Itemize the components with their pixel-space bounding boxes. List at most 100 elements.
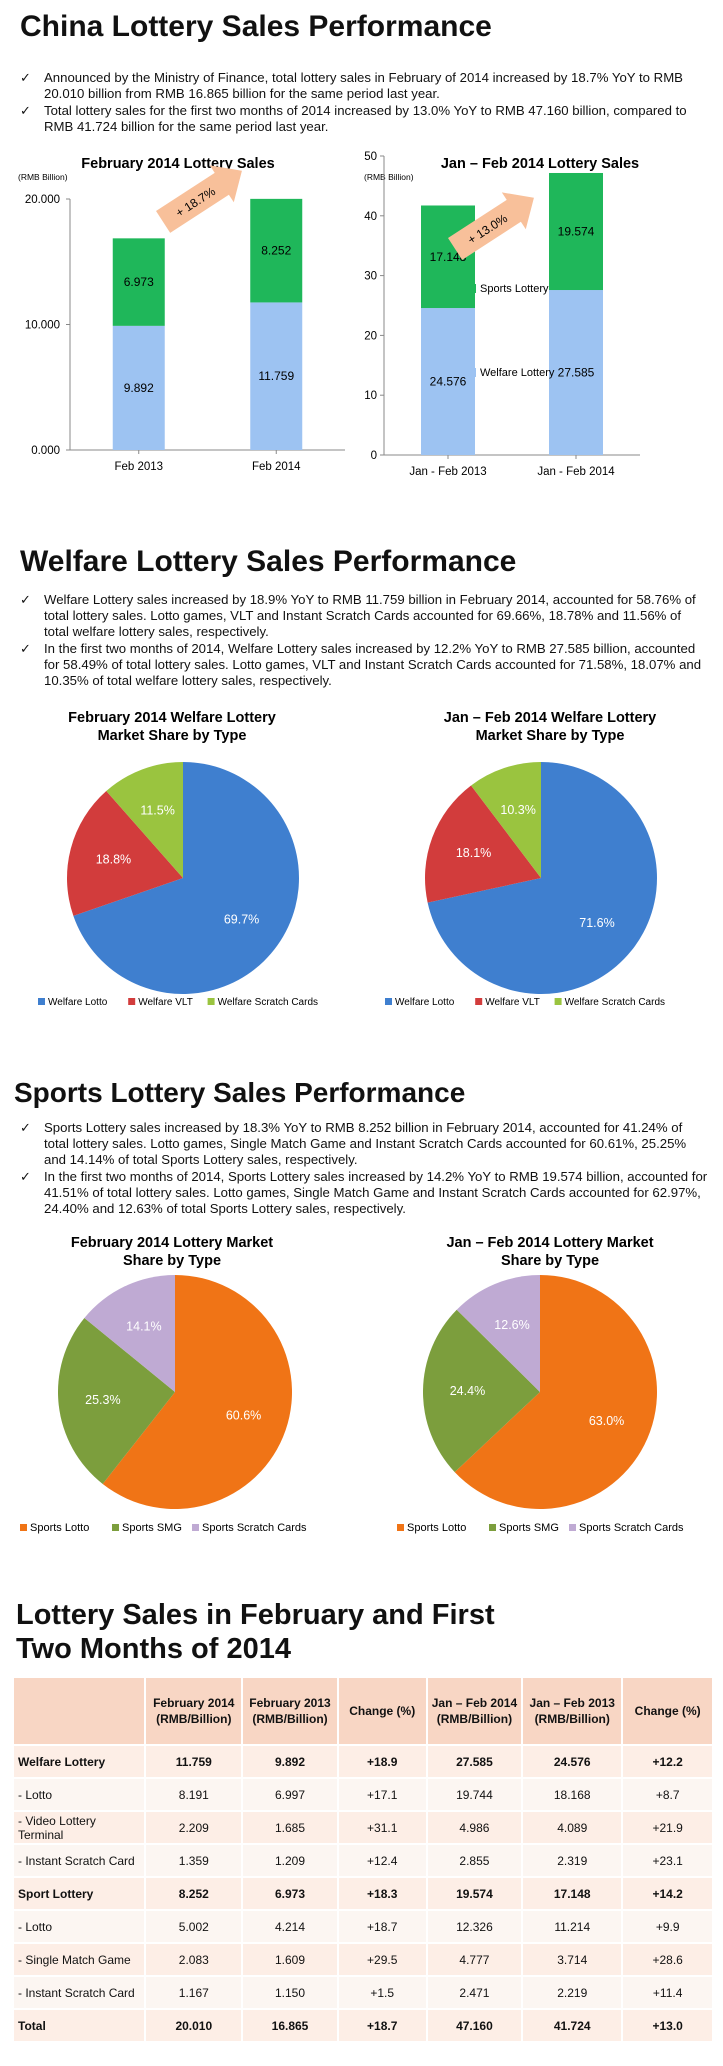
- legend-entry: Welfare Lotto: [395, 997, 455, 1008]
- table-cell: - Lotto: [11, 1910, 146, 1944]
- pie-slice-welfare-vlt: [425, 785, 541, 903]
- pie-data-label: 63.0%: [589, 1414, 624, 1428]
- table-header-cell: Change (%): [621, 1678, 712, 1746]
- pie-data-label: 10.3%: [500, 803, 535, 817]
- pie-slice-welfare-lotto: [427, 762, 657, 994]
- chart-title: February 2014 Welfare Lottery: [68, 710, 276, 726]
- bar-welfare-lottery: [421, 308, 475, 455]
- bar-welfare-lottery: [549, 290, 603, 455]
- pie-slice-sports-lotto: [454, 1275, 657, 1509]
- table-row: - Single Match Game 2.083 1.609 +29.5 4.777 3…: [11, 1943, 712, 1977]
- table-cell: 2.855: [425, 1844, 523, 1878]
- legend-swatch: [192, 1524, 199, 1531]
- chart-title: February 2014 Lottery Sales: [81, 156, 274, 172]
- table-cell: 12.326: [425, 1910, 523, 1944]
- chart-title: Market Share by Type: [98, 728, 247, 744]
- y-tick-label: 0.000: [31, 445, 60, 457]
- bar-data-label: 17.148: [430, 250, 467, 264]
- pie-chart-welfare-janfeb: Jan – Feb 2014 Welfare Lottery Market Sha…: [385, 710, 665, 1008]
- x-tick-label: Jan - Feb 2013: [409, 466, 486, 478]
- legend-swatch: [397, 1524, 404, 1531]
- check-mark-icon: ✓: [20, 1169, 31, 1184]
- table-cell: - Video Lottery Terminal: [11, 1811, 146, 1845]
- table-cell: +12.4: [336, 1844, 427, 1878]
- bar-chart-jan-feb-2014: Jan – Feb 2014 Lottery Sales (RMB Billion…: [364, 151, 640, 478]
- table-cell: Sport Lottery: [11, 1877, 146, 1911]
- pie-chart-sports-janfeb: Jan – Feb 2014 Lottery Market Share by Ty…: [397, 1235, 684, 1534]
- legend-swatch: [207, 998, 215, 1005]
- section2-bullets: ✓ Welfare Lottery sales increased by 18.9…: [18, 592, 708, 690]
- legend-entry: Welfare VLT: [485, 997, 540, 1008]
- chart-title: Share by Type: [501, 1253, 599, 1269]
- table-cell: 24.576: [521, 1745, 623, 1779]
- legend-entry: Welfare Scratch Cards: [218, 997, 318, 1008]
- table-row: - Lotto 8.191 6.997 +17.1 19.744 18.168 +8.7: [11, 1778, 712, 1812]
- x-tick-label: Feb 2013: [114, 461, 163, 473]
- table-header-row: February 2014 (RMB/Billion) February 2013(…: [11, 1678, 712, 1746]
- growth-arrow-icon: [156, 165, 242, 233]
- chart-title: Jan – Feb 2014 Welfare Lottery: [444, 710, 657, 726]
- legend-swatch: [112, 1524, 119, 1531]
- table-cell: 9.892: [241, 1745, 338, 1779]
- section1-bullets: ✓ Announced by the Ministry of Finance, t…: [18, 70, 708, 136]
- legend-swatch: [20, 1524, 27, 1531]
- table-cell: 4.214: [241, 1910, 338, 1944]
- table-cell: +14.2: [621, 1877, 712, 1911]
- table-cell: +18.7: [336, 2009, 427, 2043]
- table-cell: - Lotto: [11, 1778, 146, 1812]
- bar-sports-lottery: [112, 238, 165, 326]
- table-row: - Instant Scratch Card 1.167 1.150 +1.5 2.47…: [11, 1976, 712, 2010]
- table-row: Welfare Lottery 11.759 9.892 +18.9 27.585 24.…: [11, 1745, 712, 1779]
- table-cell: 1.209: [241, 1844, 338, 1878]
- table-cell: 4.089: [521, 1811, 623, 1845]
- table-cell: 2.209: [144, 1811, 243, 1845]
- pie-data-label: 14.1%: [126, 1319, 161, 1333]
- y-tick-label: 20: [364, 330, 377, 342]
- bullet: ✓ Sports Lottery sales increased by 18.3%…: [20, 1120, 687, 1167]
- bar-data-label: 24.576: [430, 375, 467, 389]
- table-cell: 41.724: [521, 2009, 623, 2043]
- bullet: ✓ In the first two months of 2014, Sports…: [20, 1169, 708, 1216]
- legend-swatch: [569, 1524, 576, 1531]
- legend-swatch: [489, 1524, 496, 1531]
- x-tick-label: Jan - Feb 2014: [537, 466, 615, 478]
- legend-entry: Sports Scratch Cards: [202, 1522, 307, 1534]
- pie-data-label: 18.8%: [96, 853, 131, 867]
- bar-data-label: 27.585: [558, 366, 595, 380]
- legend-entry: Sports Lottery: [480, 283, 549, 295]
- pie-slice-sports-lotto: [102, 1275, 293, 1509]
- check-mark-icon: ✓: [20, 70, 31, 85]
- chart-title: February 2014 Lottery Market: [71, 1235, 273, 1251]
- table-cell: 4.986: [425, 1811, 523, 1845]
- legend-entry: Sports Lotto: [30, 1522, 89, 1534]
- table-cell: +12.2: [621, 1745, 712, 1779]
- bullet: ✓ Welfare Lottery sales increased by 18.9…: [20, 592, 696, 639]
- legend-entry: Sports SMG: [122, 1522, 182, 1534]
- pie-slice-welfare-vlt: [67, 790, 183, 916]
- table-cell: +1.5: [336, 1976, 427, 2010]
- table-cell: +9.9: [621, 1910, 712, 1944]
- table-header-cell: Change (%): [336, 1678, 427, 1746]
- section3-title: Sports Lottery Sales Performance: [14, 1077, 466, 1108]
- pie-data-label: 69.7%: [224, 913, 259, 927]
- bar-data-label: 8.252: [261, 244, 291, 258]
- bar-sports-lottery: [549, 172, 603, 291]
- y-tick-label: 10: [364, 390, 377, 402]
- table-cell: 4.777: [425, 1943, 523, 1977]
- table-cell: - Single Match Game: [11, 1943, 146, 1977]
- pie-data-label: 71.6%: [579, 916, 614, 930]
- table-cell: +29.5: [336, 1943, 427, 1977]
- table-cell: Welfare Lottery: [11, 1745, 146, 1779]
- y-axis-label: (RMB Billion): [18, 172, 68, 182]
- bar-data-label: 11.759: [258, 369, 294, 383]
- pie-slice-sports-scratch-cards: [456, 1275, 540, 1392]
- chart-title: Jan – Feb 2014 Lottery Market: [446, 1235, 653, 1251]
- legend-swatch: [475, 998, 483, 1005]
- table-cell: - Instant Scratch Card: [11, 1976, 146, 2010]
- table-cell: 1.609: [241, 1943, 338, 1977]
- pie-slice-welfare-scratch-cards: [106, 762, 183, 878]
- pie-slice-welfare-scratch-cards: [471, 762, 541, 878]
- table-cell: 6.997: [241, 1778, 338, 1812]
- legend-entry: Welfare Lotto: [48, 997, 108, 1008]
- table-cell: Total: [11, 2009, 146, 2043]
